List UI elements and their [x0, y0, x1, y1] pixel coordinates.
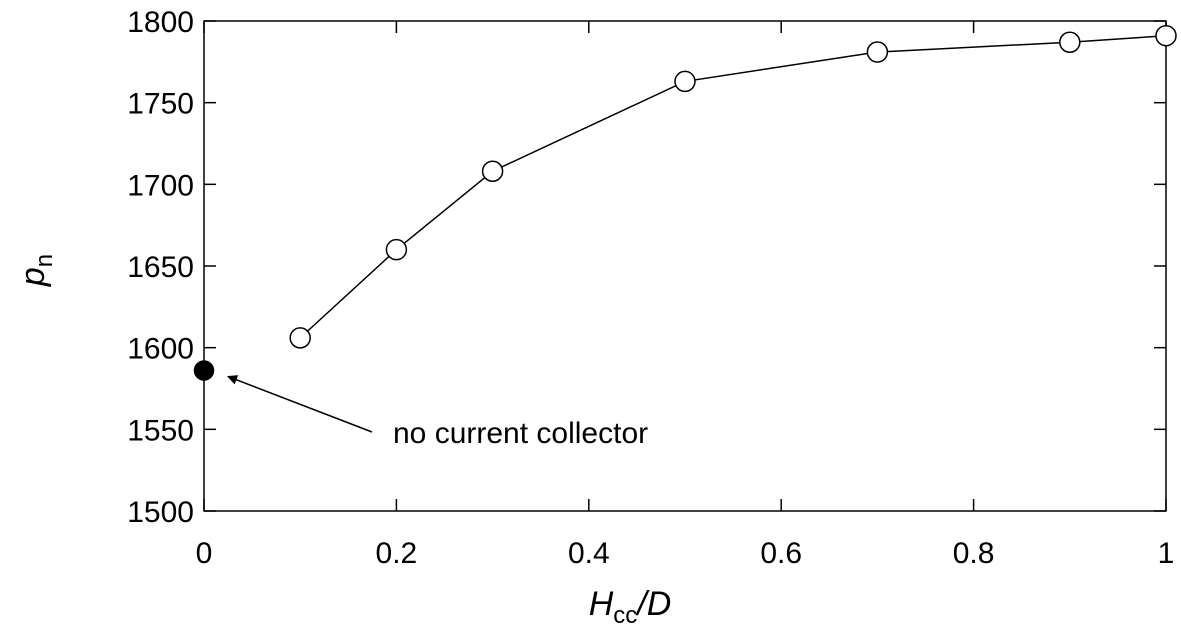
annotations: no current collector [227, 375, 648, 450]
y-axis-label: pn [14, 254, 58, 287]
annotation-arrow [227, 375, 373, 433]
series-line [299, 34, 1167, 339]
x-tick-label: 0.6 [760, 537, 802, 570]
data-point [481, 160, 504, 183]
y-tick-label: 1550 [127, 414, 194, 447]
x-tick-label: 1 [1158, 537, 1175, 570]
y-tick-label: 1750 [127, 88, 194, 121]
annotation-label: no current collector [393, 417, 648, 450]
y-tick-label: 1800 [127, 6, 194, 39]
data-point [674, 70, 696, 93]
x-tick-label: 0.8 [953, 537, 995, 570]
data-series [193, 24, 1177, 381]
plot-frame [203, 20, 1167, 512]
x-tick-label: 0 [196, 537, 213, 570]
data-point [385, 238, 408, 261]
data-point [1155, 24, 1177, 47]
data-point [289, 327, 311, 349]
y-tick-label: 1500 [127, 496, 194, 529]
filled-data-point [193, 360, 215, 381]
x-tick-label: 0.4 [568, 537, 610, 570]
data-point [866, 41, 889, 63]
plot-border [203, 20, 1167, 512]
data-point [1059, 31, 1081, 53]
axis-tick-labels: 1500 1550 1600 1650 1700 1750 1800 0 0.2 0.4 0.6 0.… [127, 6, 1174, 570]
y-tick-label: 1650 [127, 251, 194, 284]
axis-ticks [203, 20, 1167, 512]
y-tick-label: 1700 [127, 169, 194, 202]
x-axis-label: Hcc/D [589, 585, 672, 629]
x-tick-label: 0.2 [376, 537, 418, 570]
y-tick-label: 1600 [127, 333, 194, 366]
